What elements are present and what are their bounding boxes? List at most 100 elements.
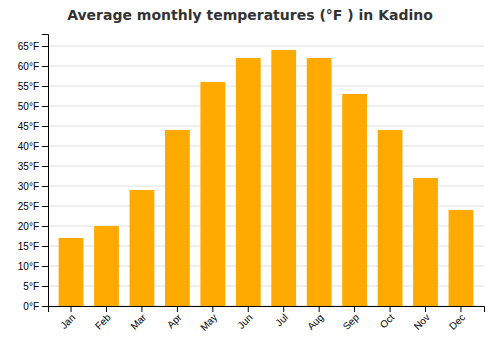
x-tick-mark (460, 306, 461, 312)
bar (378, 130, 403, 306)
y-tick-label: 30°F (18, 181, 39, 192)
y-tick: 65°F (18, 41, 48, 52)
x-axis: Jan Feb Mar Apr May Jun Jul Aug Sep Oct Nov Dec (49, 306, 485, 333)
y-tick: 15°F (18, 241, 48, 252)
grid-line (48, 166, 484, 167)
grid-line (48, 46, 484, 47)
y-tick-label: 25°F (18, 201, 39, 212)
x-tick: Dec (447, 306, 467, 332)
x-tick-mark (390, 306, 391, 312)
y-tick-label: 35°F (18, 161, 39, 172)
bars (59, 50, 474, 306)
x-tick-mark (248, 306, 249, 312)
grid-line (48, 66, 484, 67)
x-tick-label: Feb (93, 311, 113, 331)
y-tick-mark (42, 106, 48, 107)
x-tick-label: Sep (341, 311, 362, 332)
y-axis: 0°F 5°F 10°F 15°F 20°F 25°F 30°F 35°F 40°F 45°F 50… (18, 35, 49, 312)
y-tick-mark (42, 186, 48, 187)
y-tick: 60°F (18, 61, 48, 72)
x-tick: Jul (273, 306, 290, 328)
y-tick-mark (42, 206, 48, 207)
y-tick-label: 60°F (18, 61, 39, 72)
y-tick-label: 20°F (18, 221, 39, 232)
y-tick: 10°F (18, 261, 48, 272)
grid-line (48, 146, 484, 147)
y-tick-mark (42, 306, 48, 307)
bar (271, 50, 296, 306)
x-tick-label: Mar (128, 311, 148, 331)
y-tick-mark (42, 146, 48, 147)
x-tick: Mar (128, 306, 148, 332)
x-tick-mark (212, 306, 213, 312)
y-tick-mark (42, 66, 48, 67)
y-tick-label: 10°F (18, 261, 39, 272)
x-tick: Sep (341, 306, 362, 332)
x-tick: May (198, 306, 219, 333)
bar (449, 210, 474, 306)
y-tick: 30°F (18, 181, 48, 192)
y-tick: 20°F (18, 221, 48, 232)
y-tick-label: 40°F (18, 141, 39, 152)
x-tick-mark (319, 306, 320, 312)
bar (130, 190, 155, 306)
y-tick-mark (42, 286, 48, 287)
x-tick: Aug (305, 306, 325, 332)
y-tick: 50°F (18, 101, 48, 112)
chart: Jan Feb Mar Apr May Jun Jul Aug Sep Oct Nov Dec 0°F 5… (0, 0, 500, 350)
x-tick-label: Jul (273, 312, 290, 329)
y-tick-mark (42, 166, 48, 167)
grid-line (48, 126, 484, 127)
y-tick: 45°F (18, 121, 48, 132)
y-tick-label: 65°F (18, 41, 39, 52)
y-tick: 5°F (23, 281, 48, 292)
y-tick-mark (42, 266, 48, 267)
x-tick-mark (141, 306, 142, 312)
y-tick-label: 5°F (23, 281, 39, 292)
x-tick: Nov (412, 306, 432, 332)
y-tick-mark (42, 46, 48, 47)
y-tick-label: 50°F (18, 101, 39, 112)
y-tick-label: 45°F (18, 121, 39, 132)
x-tick-mark (177, 306, 178, 312)
plot-area: Jan Feb Mar Apr May Jun Jul Aug Sep Oct Nov Dec 0°F 5… (18, 35, 485, 333)
title: Average monthly temperatures (°F ) in Ka… (67, 7, 433, 23)
x-tick-label: Nov (412, 312, 432, 332)
bar (342, 94, 367, 306)
x-tick-label: Oct (378, 312, 397, 331)
x-tick-label: Dec (447, 312, 467, 332)
x-tick-label: Apr (165, 311, 184, 330)
x-tick-label: Aug (305, 312, 325, 332)
bar (236, 58, 261, 306)
x-tick-mark (71, 306, 72, 312)
y-tick-label: 0°F (23, 301, 39, 312)
grid (48, 46, 484, 306)
y-tick: 35°F (18, 161, 48, 172)
bar (413, 178, 438, 306)
y-tick-label: 55°F (18, 81, 39, 92)
bar (307, 58, 332, 306)
y-tick-label: 15°F (18, 241, 39, 252)
y-tick-mark (42, 126, 48, 127)
bar (200, 82, 225, 306)
x-tick: Apr (165, 306, 184, 330)
x-tick-mark (283, 306, 284, 312)
x-tick-mark (354, 306, 355, 312)
x-tick-label: May (198, 312, 219, 333)
x-tick: Feb (93, 306, 113, 332)
x-tick: Jan (58, 306, 77, 331)
x-axis-line (49, 307, 485, 313)
x-tick-mark (425, 306, 426, 312)
y-tick-mark (42, 246, 48, 247)
bar (59, 238, 84, 306)
x-tick-label: Jan (58, 312, 77, 331)
y-tick: 25°F (18, 201, 48, 212)
y-tick-mark (42, 226, 48, 227)
y-tick: 40°F (18, 141, 48, 152)
x-tick: Oct (378, 306, 397, 330)
y-axis-line (42, 35, 49, 307)
x-tick: Jun (235, 306, 254, 331)
bar (165, 130, 190, 306)
x-tick-mark (106, 306, 107, 312)
y-tick: 55°F (18, 81, 48, 92)
